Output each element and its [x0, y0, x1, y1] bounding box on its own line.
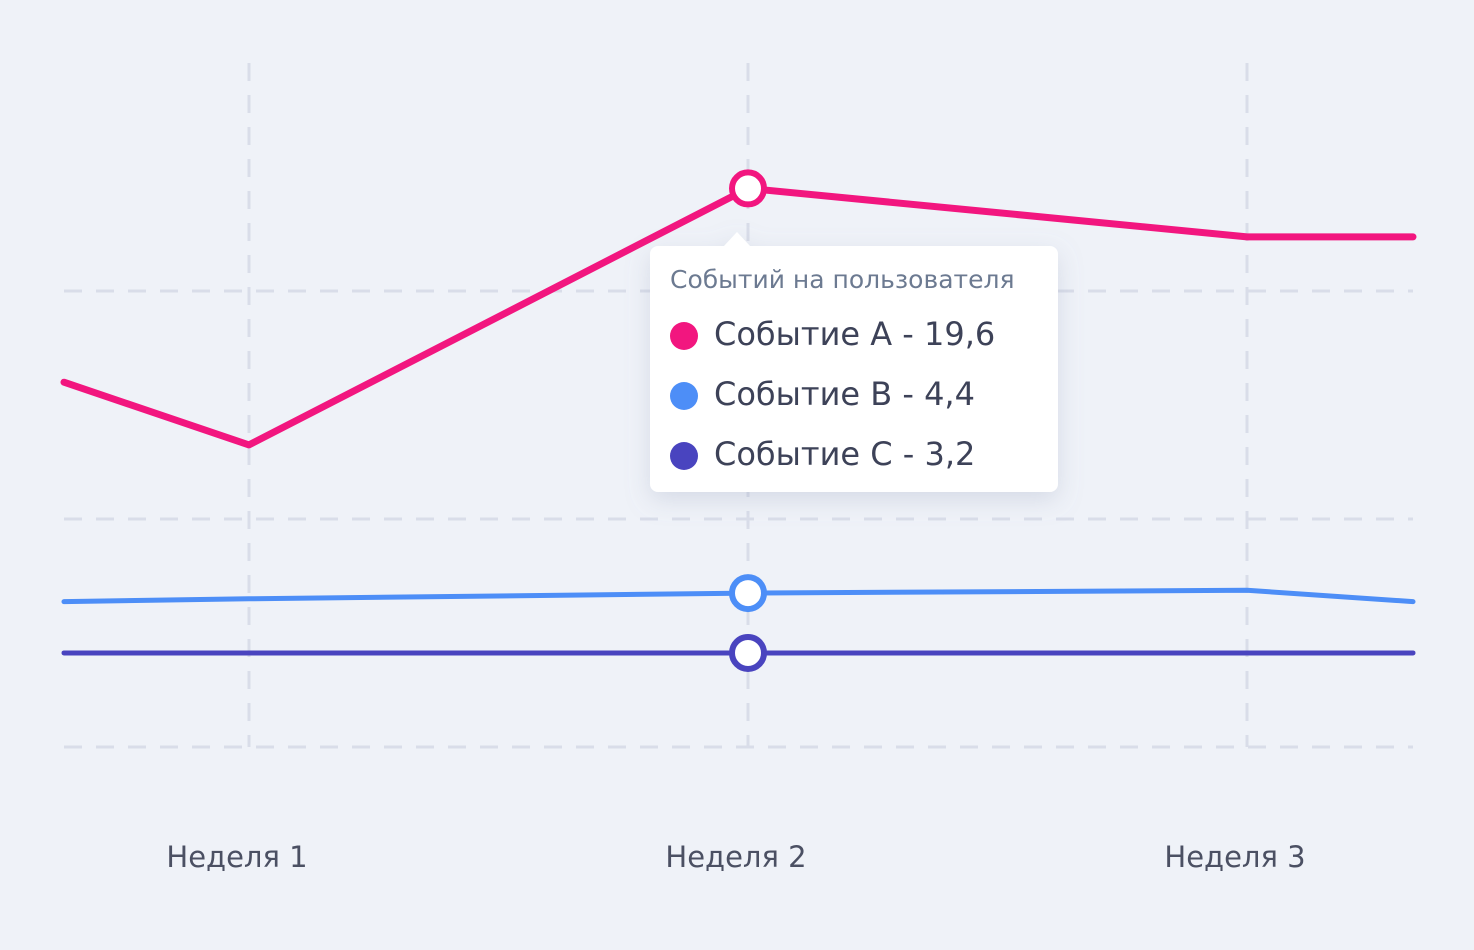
tooltip: Событий на пользователя Событие A - 19,6…	[650, 232, 1058, 492]
x-tick-label: Неделя 3	[1164, 840, 1305, 874]
marker	[729, 574, 767, 613]
tooltip-item: Событие C - 3,2	[714, 435, 975, 473]
tooltip-title: Событий на пользователя	[670, 265, 1014, 294]
legend-dot	[670, 442, 698, 470]
marker	[729, 633, 767, 672]
tooltip-item: Событие A - 19,6	[714, 315, 995, 353]
x-tick-label: Неделя 2	[665, 840, 806, 874]
x-tick-label: Неделя 1	[166, 840, 307, 874]
legend-dot	[670, 322, 698, 350]
marker	[729, 169, 767, 208]
tooltip-item: Событие B - 4,4	[714, 375, 975, 413]
legend-dot	[670, 382, 698, 410]
plot	[60, 169, 1417, 672]
tooltip-box	[650, 232, 1058, 492]
